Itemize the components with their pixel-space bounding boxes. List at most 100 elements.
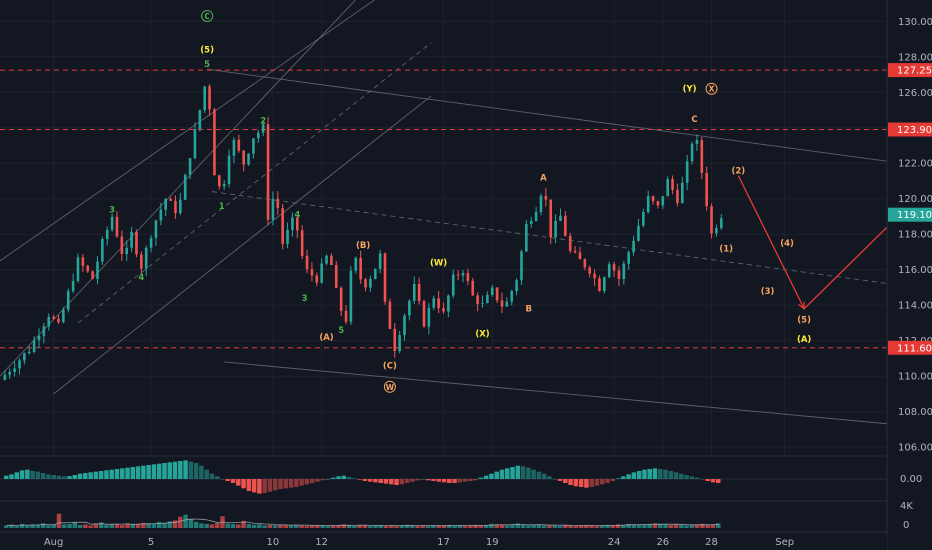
oscillator-bar xyxy=(594,479,600,486)
oscillator-bar xyxy=(19,470,25,479)
candle-body xyxy=(700,140,704,173)
time-axis[interactable] xyxy=(0,532,887,550)
wave-label: (A) xyxy=(797,335,811,345)
volume-bar xyxy=(278,524,283,528)
volume-bar xyxy=(151,523,157,528)
oscillator-bar xyxy=(262,479,267,493)
candle-body xyxy=(588,267,592,274)
wave-label: (4) xyxy=(780,239,794,249)
candle-body xyxy=(442,308,445,312)
candle-body xyxy=(3,374,7,380)
volume-bar xyxy=(141,522,146,528)
volume-bar xyxy=(331,525,336,528)
volume-bar xyxy=(267,524,273,528)
oscillator-bar xyxy=(14,472,20,479)
oscillator-bar xyxy=(331,477,336,479)
volume-bar xyxy=(705,524,710,528)
candle-body xyxy=(695,140,699,144)
oscillator-bar xyxy=(410,479,415,482)
volume-bar xyxy=(563,524,568,528)
candle-body xyxy=(193,129,197,159)
oscillator-bar xyxy=(199,465,204,479)
volume-bar xyxy=(357,524,362,528)
volume-bar xyxy=(494,524,499,528)
volume-bar xyxy=(452,525,457,528)
candle-body xyxy=(130,232,133,248)
oscillator-bar xyxy=(404,479,410,483)
candle-body xyxy=(383,253,387,302)
volume-bar xyxy=(214,522,220,528)
candle-body xyxy=(271,198,275,220)
candle-body xyxy=(18,360,21,369)
wave-label: W xyxy=(386,383,395,392)
volume-bar xyxy=(336,524,341,528)
candle-body xyxy=(408,300,411,316)
projection-path xyxy=(737,175,887,311)
wave-label: A xyxy=(540,173,547,183)
oscillator-bar xyxy=(668,471,674,479)
oscillator-bar xyxy=(420,479,426,480)
candle-body xyxy=(315,275,319,283)
wave-label: (A) xyxy=(319,333,333,343)
volume-bar xyxy=(288,525,294,528)
candle-body xyxy=(62,309,65,323)
volume-bar xyxy=(299,525,304,528)
candle-body xyxy=(42,326,46,336)
candle-body xyxy=(257,132,260,139)
candle-body xyxy=(422,301,426,327)
wave-label: 4 xyxy=(138,273,144,283)
oscillator-bar xyxy=(225,479,230,481)
volume-bar xyxy=(457,525,463,528)
volume-bar xyxy=(352,525,357,528)
volume-bar xyxy=(636,524,642,528)
candle-body xyxy=(242,150,245,165)
wave-label-circle xyxy=(705,82,718,95)
volume-bar xyxy=(578,525,584,528)
oscillator-pane xyxy=(0,460,887,494)
volume-bar xyxy=(436,525,441,528)
candle-body xyxy=(622,263,626,279)
candle-body xyxy=(578,252,582,260)
time-tick-label: 26 xyxy=(656,537,669,548)
candle-body xyxy=(218,175,221,187)
oscillator-bar xyxy=(425,479,431,481)
oscillator-bar xyxy=(589,479,594,487)
oscillator-bar xyxy=(399,479,405,485)
candle-body xyxy=(412,284,416,301)
oscillator-bar xyxy=(478,477,484,479)
volume-bar xyxy=(431,525,436,528)
volume-bar xyxy=(367,525,373,528)
oscillator-bar xyxy=(557,479,563,481)
oscillator-bar xyxy=(441,479,447,483)
oscillator-bar xyxy=(357,479,362,480)
wave-label: 3 xyxy=(109,205,115,215)
volume-bar xyxy=(410,525,415,528)
candle-body xyxy=(310,269,314,276)
volume-bar xyxy=(663,524,668,528)
oscillator-bar xyxy=(468,479,473,481)
volume-bar xyxy=(673,524,679,528)
volume-bar xyxy=(615,524,621,528)
volume-bar xyxy=(536,524,542,528)
volume-bar xyxy=(67,523,72,528)
candle-body xyxy=(252,138,255,154)
oscillator-bar xyxy=(684,475,689,479)
candle-body xyxy=(71,280,75,292)
oscillator-bar xyxy=(689,476,695,479)
volume-bar xyxy=(283,524,289,528)
volume-bar xyxy=(51,524,56,528)
candle-body xyxy=(144,247,148,269)
candle-body xyxy=(637,225,640,241)
oscillator-bar xyxy=(56,475,62,479)
volume-bar xyxy=(304,525,310,528)
volume-bar xyxy=(162,522,167,528)
price-axis[interactable] xyxy=(887,0,932,550)
oscillator-bar xyxy=(431,479,436,481)
volume-bar xyxy=(193,521,199,528)
wave-labels: C (5) 5 3 4 2 1 4 3 5 (B) (A) (C) W (W) (X) A B (Y) X C (1) (2… xyxy=(109,9,811,393)
volume-bar xyxy=(373,525,378,528)
volume-bar xyxy=(72,521,78,528)
wave-label-circle xyxy=(383,380,396,393)
price-tick-label: 108.00 xyxy=(898,407,932,418)
